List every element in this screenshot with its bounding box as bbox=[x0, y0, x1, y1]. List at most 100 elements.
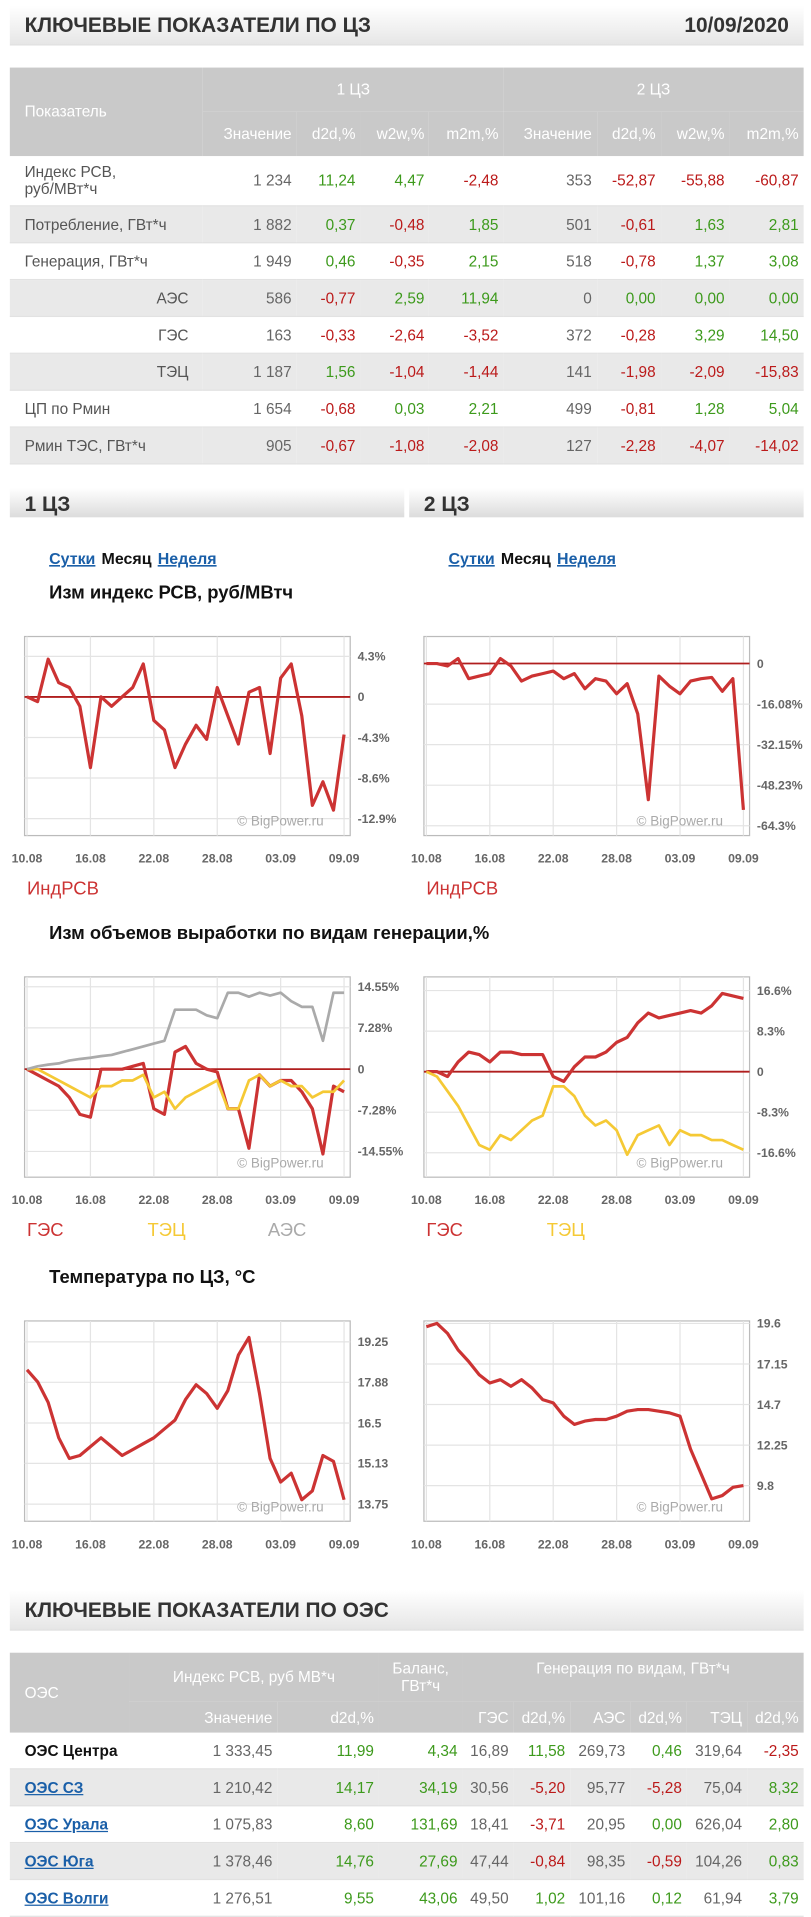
cell: 14,17 bbox=[277, 1768, 379, 1807]
cell: 27,69 bbox=[378, 1842, 463, 1881]
cell: 4,47 bbox=[360, 156, 430, 207]
watermark: © BigPower.ru bbox=[237, 1499, 323, 1514]
cell: 0,46 bbox=[296, 242, 361, 281]
x-tick-label: 28.08 bbox=[601, 1537, 632, 1551]
cell: -0,61 bbox=[596, 205, 661, 244]
cell: 1,02 bbox=[513, 1879, 571, 1917]
legend-label: АЭС bbox=[268, 1219, 306, 1240]
cell: 163 bbox=[203, 316, 297, 354]
row-name: Генерация, ГВт*ч bbox=[9, 242, 204, 281]
cell: -0,67 bbox=[296, 427, 361, 465]
y-tick-label: 15.13 bbox=[358, 1457, 389, 1471]
y-tick-label: 0 bbox=[757, 657, 764, 671]
price-header: Индекс РСВ, руб МВ*ч bbox=[129, 1652, 379, 1702]
oes-link[interactable]: ОЭС Волги bbox=[9, 1879, 130, 1917]
y-tick-label: 0 bbox=[358, 690, 365, 704]
x-tick-label: 10.08 bbox=[411, 852, 442, 866]
column-header: w2w,% bbox=[660, 111, 730, 157]
column-header: m2m,% bbox=[429, 111, 504, 157]
name-header: ОЭС bbox=[9, 1652, 130, 1733]
cell: 8,60 bbox=[277, 1805, 379, 1844]
x-tick-label: 16.08 bbox=[75, 852, 106, 866]
cell: 3,29 bbox=[660, 316, 730, 354]
cell: -0,33 bbox=[296, 316, 361, 354]
y-tick-label: 14.55% bbox=[358, 980, 400, 994]
cell: -0,78 bbox=[596, 242, 661, 281]
x-tick-label: 16.08 bbox=[75, 1537, 106, 1551]
row-name-text: ТЭЦ bbox=[156, 363, 189, 381]
x-tick-label: 28.08 bbox=[202, 1193, 233, 1207]
y-tick-label: 17.15 bbox=[757, 1357, 788, 1371]
cell: 2,21 bbox=[429, 390, 504, 428]
table-body: Индекс РСВ, руб/МВт*ч 1 234 11,24 4,47 -2,48… bbox=[9, 156, 804, 465]
column-header: d2d,% bbox=[296, 111, 361, 157]
cell: 104,26 bbox=[686, 1842, 747, 1881]
y-tick-label: 14.7 bbox=[757, 1398, 781, 1412]
cell: 61,94 bbox=[686, 1879, 747, 1917]
cell: 1 210,42 bbox=[129, 1768, 278, 1807]
corner-header: Показатель bbox=[9, 67, 204, 157]
cell: 11,94 bbox=[429, 279, 504, 318]
cell: 127 bbox=[503, 427, 597, 465]
cell: 101,16 bbox=[570, 1879, 631, 1917]
cell: 9,55 bbox=[277, 1879, 379, 1917]
cell: 11,99 bbox=[277, 1732, 379, 1770]
oes-link[interactable]: ОЭС Урала bbox=[9, 1805, 130, 1844]
cell: 1,63 bbox=[660, 205, 730, 244]
column-header: d2d,% bbox=[596, 111, 661, 157]
table-row: АЭС 586 -0,77 2,59 11,94 0 0,00 0,00 0,00 bbox=[9, 279, 804, 318]
series-line bbox=[426, 656, 746, 811]
tab-link[interactable]: Сутки bbox=[449, 551, 495, 568]
group-header: 1 ЦЗ bbox=[203, 67, 504, 112]
cell: 95,77 bbox=[570, 1768, 631, 1807]
cell: 2,59 bbox=[360, 279, 430, 318]
x-tick-label: 22.08 bbox=[538, 852, 569, 866]
cell: -3,52 bbox=[429, 316, 504, 354]
cell: -2,48 bbox=[429, 156, 504, 207]
x-tick-label: 03.09 bbox=[265, 1193, 296, 1207]
x-tick-label: 22.08 bbox=[138, 1537, 169, 1551]
cell: 14,76 bbox=[277, 1842, 379, 1881]
header-row: Показатель 1 ЦЗ 2 ЦЗ bbox=[9, 67, 804, 157]
watermark: © BigPower.ru bbox=[237, 1155, 323, 1170]
cell: 1 882 bbox=[203, 205, 297, 244]
cell: 4,34 bbox=[378, 1732, 463, 1770]
plot-frame bbox=[23, 1320, 351, 1522]
cell: 1,28 bbox=[660, 390, 730, 428]
column-header: d2d,% bbox=[630, 1701, 687, 1733]
row-name: ЦП по Рмин bbox=[9, 390, 204, 428]
cell: -60,87 bbox=[729, 156, 804, 207]
table-row: ГЭС 163 -0,33 -2,64 -3,52 372 -0,28 3,29 14,50 bbox=[9, 316, 804, 354]
oes-link[interactable]: ОЭС Юга bbox=[9, 1842, 130, 1881]
cell: -1,98 bbox=[596, 353, 661, 391]
cell: -0,28 bbox=[596, 316, 661, 354]
column-header: ГЭС bbox=[462, 1701, 514, 1733]
column-header: Значение bbox=[129, 1701, 278, 1733]
cell: 16,89 bbox=[462, 1732, 514, 1770]
y-tick-label: -7.28% bbox=[358, 1104, 397, 1118]
table-body: ОЭС Центра 1 333,45 11,99 4,34 16,89 11,58 269… bbox=[9, 1732, 804, 1917]
watermark: © BigPower.ru bbox=[637, 814, 723, 829]
x-tick-label: 03.09 bbox=[265, 1537, 296, 1551]
cell: 14,50 bbox=[729, 316, 804, 354]
cell: -0,84 bbox=[513, 1842, 571, 1881]
plot-frame bbox=[423, 635, 751, 837]
tab-link[interactable]: Сутки bbox=[49, 551, 95, 568]
x-tick-label: 16.08 bbox=[75, 1193, 106, 1207]
row-name: Индекс РСВ, руб/МВт*ч bbox=[9, 156, 204, 207]
series-line bbox=[26, 991, 345, 1071]
table-row: ТЭЦ 1 187 1,56 -1,04 -1,44 141 -1,98 -2,09 -15,8… bbox=[9, 353, 804, 391]
cell: -5,28 bbox=[630, 1768, 687, 1807]
x-tick-label: 09.09 bbox=[728, 1537, 759, 1551]
row-name: АЭС bbox=[9, 279, 204, 318]
tab-link[interactable]: Неделя bbox=[158, 551, 217, 568]
oes-link[interactable]: ОЭС СЗ bbox=[9, 1768, 130, 1807]
series-line bbox=[426, 991, 744, 1084]
cell: 626,04 bbox=[686, 1805, 747, 1844]
tab-link[interactable]: Неделя bbox=[557, 551, 616, 568]
oes-bar: КЛЮЧЕВЫЕ ПОКАЗАТЕЛИ ПО ОЭС bbox=[9, 1590, 804, 1631]
y-tick-label: 0 bbox=[358, 1062, 365, 1076]
column-header: m2m,% bbox=[729, 111, 804, 157]
cell: 319,64 bbox=[686, 1732, 747, 1770]
